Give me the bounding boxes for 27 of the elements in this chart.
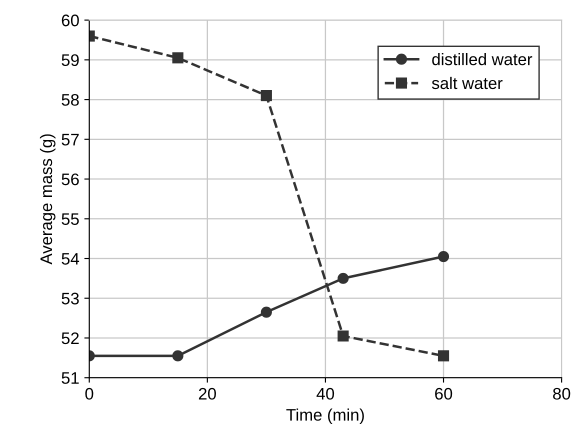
y-axis-title: Average mass (g) [40, 134, 56, 264]
y-tick-label: 51 [62, 372, 79, 384]
x-tick-label: 20 [198, 388, 216, 400]
x-tick-label: 40 [316, 388, 334, 400]
y-tick-label: 59 [62, 54, 79, 66]
legend-label: distilled water [432, 52, 532, 66]
point [338, 330, 349, 342]
legend-label: salt water [432, 76, 503, 90]
x-tick-label: 60 [435, 388, 452, 400]
y-tick-label: 60 [62, 14, 79, 26]
point [260, 90, 272, 102]
point [438, 350, 450, 362]
y-tick-label: 57 [62, 134, 79, 146]
y-tick-label: 56 [62, 173, 79, 186]
y-tick-label: 55 [62, 213, 79, 225]
point [338, 272, 349, 284]
y-tick-label: 58 [62, 94, 79, 106]
x-tick-label: 0 [85, 388, 94, 400]
x-axis-title: Time (min) [286, 408, 364, 424]
point [172, 52, 184, 64]
point [438, 250, 450, 262]
x-tick-label: 80 [553, 388, 570, 400]
point [260, 306, 272, 318]
y-tick-label: 54 [62, 253, 80, 265]
point [172, 350, 184, 362]
y-tick-label: 53 [62, 292, 79, 304]
y-tick-label: 52 [62, 332, 79, 344]
